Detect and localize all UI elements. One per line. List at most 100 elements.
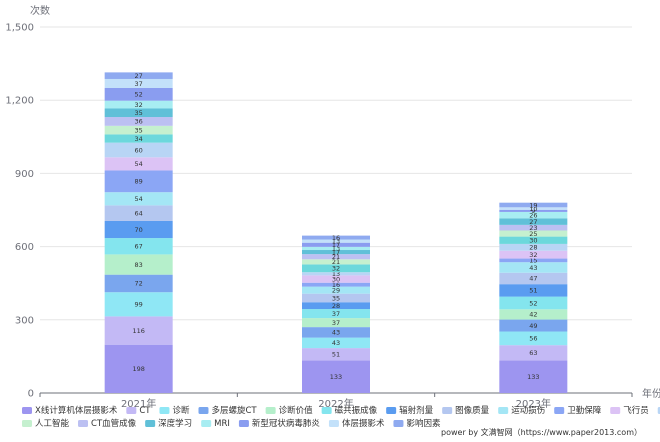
bar-value-label: 116 xyxy=(132,327,144,335)
legend-label: 图像质量 xyxy=(455,405,490,416)
legend-swatch xyxy=(78,420,89,427)
legend-label: CT xyxy=(139,406,151,416)
bar-value-label: 27 xyxy=(135,72,143,80)
bar-segment xyxy=(302,250,370,255)
bar-segment xyxy=(302,327,370,338)
bar-value-label: 19 xyxy=(529,201,537,209)
bar-segment xyxy=(104,220,173,239)
bar-segment xyxy=(104,88,173,101)
bar-value-label: 28 xyxy=(332,302,340,310)
bar-value-label: 21 xyxy=(332,258,340,266)
legend-item[interactable]: 飞行人员 xyxy=(657,405,660,416)
bar-value-label: 27 xyxy=(529,218,537,226)
y-tick-label: 1,200 xyxy=(5,96,34,107)
bar-segment xyxy=(104,344,173,393)
legend-item[interactable]: 体层摄影术 xyxy=(328,418,385,429)
legend-item[interactable]: CT xyxy=(126,406,151,416)
bar-value-label: 26 xyxy=(529,211,537,219)
bar-segment xyxy=(499,250,568,259)
legend-swatch xyxy=(498,407,509,414)
legend-swatch xyxy=(265,407,276,414)
bar-segment xyxy=(302,318,370,328)
legend-item[interactable]: 飞行员 xyxy=(610,405,649,416)
bar-value-label: 25 xyxy=(529,230,537,238)
bar-segment xyxy=(302,239,370,243)
legend-item[interactable]: 诊断 xyxy=(159,405,190,416)
bar-value-label: 56 xyxy=(529,335,537,343)
bar-value-label: 60 xyxy=(135,146,143,154)
legend-label: 辐射剂量 xyxy=(399,405,434,416)
bar-segment xyxy=(302,264,370,273)
bar-segment xyxy=(499,272,568,285)
bar-segment xyxy=(104,274,173,293)
bar-value-label: 35 xyxy=(332,294,340,302)
bar-value-label: 10 xyxy=(529,205,537,213)
bar-value-label: 43 xyxy=(332,329,340,337)
legend-label: 多层螺旋CT xyxy=(211,405,257,416)
bar-value-label: 29 xyxy=(332,286,340,294)
legend-item[interactable]: X线计算机体层摄影术 xyxy=(22,405,118,416)
legend-label: 体层摄影术 xyxy=(342,418,385,429)
bar-segment xyxy=(499,262,568,273)
bar-segment xyxy=(104,117,173,126)
legend-item[interactable]: 运动损伤 xyxy=(498,405,545,416)
bar-value-label: 15 xyxy=(529,257,537,265)
bar-value-label: 51 xyxy=(529,287,537,295)
bar-segment xyxy=(302,293,370,303)
legend-item[interactable]: 人工智能 xyxy=(22,418,70,429)
legend-item[interactable]: 辐射剂量 xyxy=(386,405,434,416)
bars: 1981169972836770645489546034353635325237… xyxy=(104,72,568,393)
bar-segment xyxy=(104,157,173,171)
legend-item[interactable]: 诊断价值 xyxy=(265,405,314,416)
legend-item[interactable]: CT血管成像 xyxy=(78,418,137,429)
legend-item[interactable]: MRI xyxy=(201,419,230,429)
legend-item[interactable]: 多层螺旋CT xyxy=(198,405,257,416)
bar-segment xyxy=(499,224,568,231)
legend-label: MRI xyxy=(214,419,230,429)
bar-segment xyxy=(104,100,173,109)
bar-value-label: 49 xyxy=(529,322,537,330)
bar-value-label: 35 xyxy=(135,126,143,134)
bar-value-label: 9 xyxy=(531,207,535,215)
bar-segment xyxy=(302,235,370,240)
bar-segment xyxy=(499,218,568,225)
bar-segment xyxy=(499,284,568,297)
bar-value-label: 34 xyxy=(135,135,143,143)
x-tick-label: 2021年 xyxy=(121,397,156,410)
bar-segment xyxy=(104,192,173,206)
bar-value-label: 32 xyxy=(135,101,143,109)
legend-item[interactable]: 图像质量 xyxy=(442,405,490,416)
legend-swatch xyxy=(22,407,32,414)
legend-item[interactable]: 磁共振成像 xyxy=(321,405,378,416)
legend-item[interactable]: 卫勤保障 xyxy=(554,405,602,416)
bar-segment xyxy=(302,272,370,276)
bar-value-label: 70 xyxy=(135,226,143,234)
legend-item[interactable]: 深度学习 xyxy=(145,418,192,429)
bar-segment xyxy=(104,238,173,255)
bar-segment xyxy=(499,243,568,251)
bar-segment xyxy=(302,337,370,349)
bar-segment xyxy=(302,302,370,310)
bar-value-label: 64 xyxy=(135,209,143,217)
bar-segment xyxy=(302,254,370,260)
bar-segment xyxy=(302,309,370,319)
legend-swatch xyxy=(386,407,397,414)
legend-label: 深度学习 xyxy=(158,418,192,429)
legend-label: 诊断 xyxy=(172,405,190,416)
bar-segment xyxy=(499,230,568,237)
bar-value-label: 13 xyxy=(332,270,340,278)
bar-value-label: 51 xyxy=(332,351,340,359)
bar-segment xyxy=(104,205,173,221)
bar-segment xyxy=(302,282,370,287)
legend: X线计算机体层摄影术 CT 诊断 多层螺旋CT 诊断价值 磁共振成像 辐射剂量 图像质量 运动损… xyxy=(22,405,660,429)
y-tick-label: 900 xyxy=(15,169,34,180)
legend-label: 人工智能 xyxy=(35,418,70,429)
bar-value-label: 30 xyxy=(529,237,537,245)
bar-segment xyxy=(302,348,370,361)
bar-value-label: 32 xyxy=(529,251,537,259)
bar-value-label: 63 xyxy=(529,349,537,357)
bar-segment xyxy=(499,211,568,219)
legend-item[interactable]: 影响因素 xyxy=(393,418,441,429)
legend-item[interactable]: 新型冠状病毒肺炎 xyxy=(238,418,321,429)
